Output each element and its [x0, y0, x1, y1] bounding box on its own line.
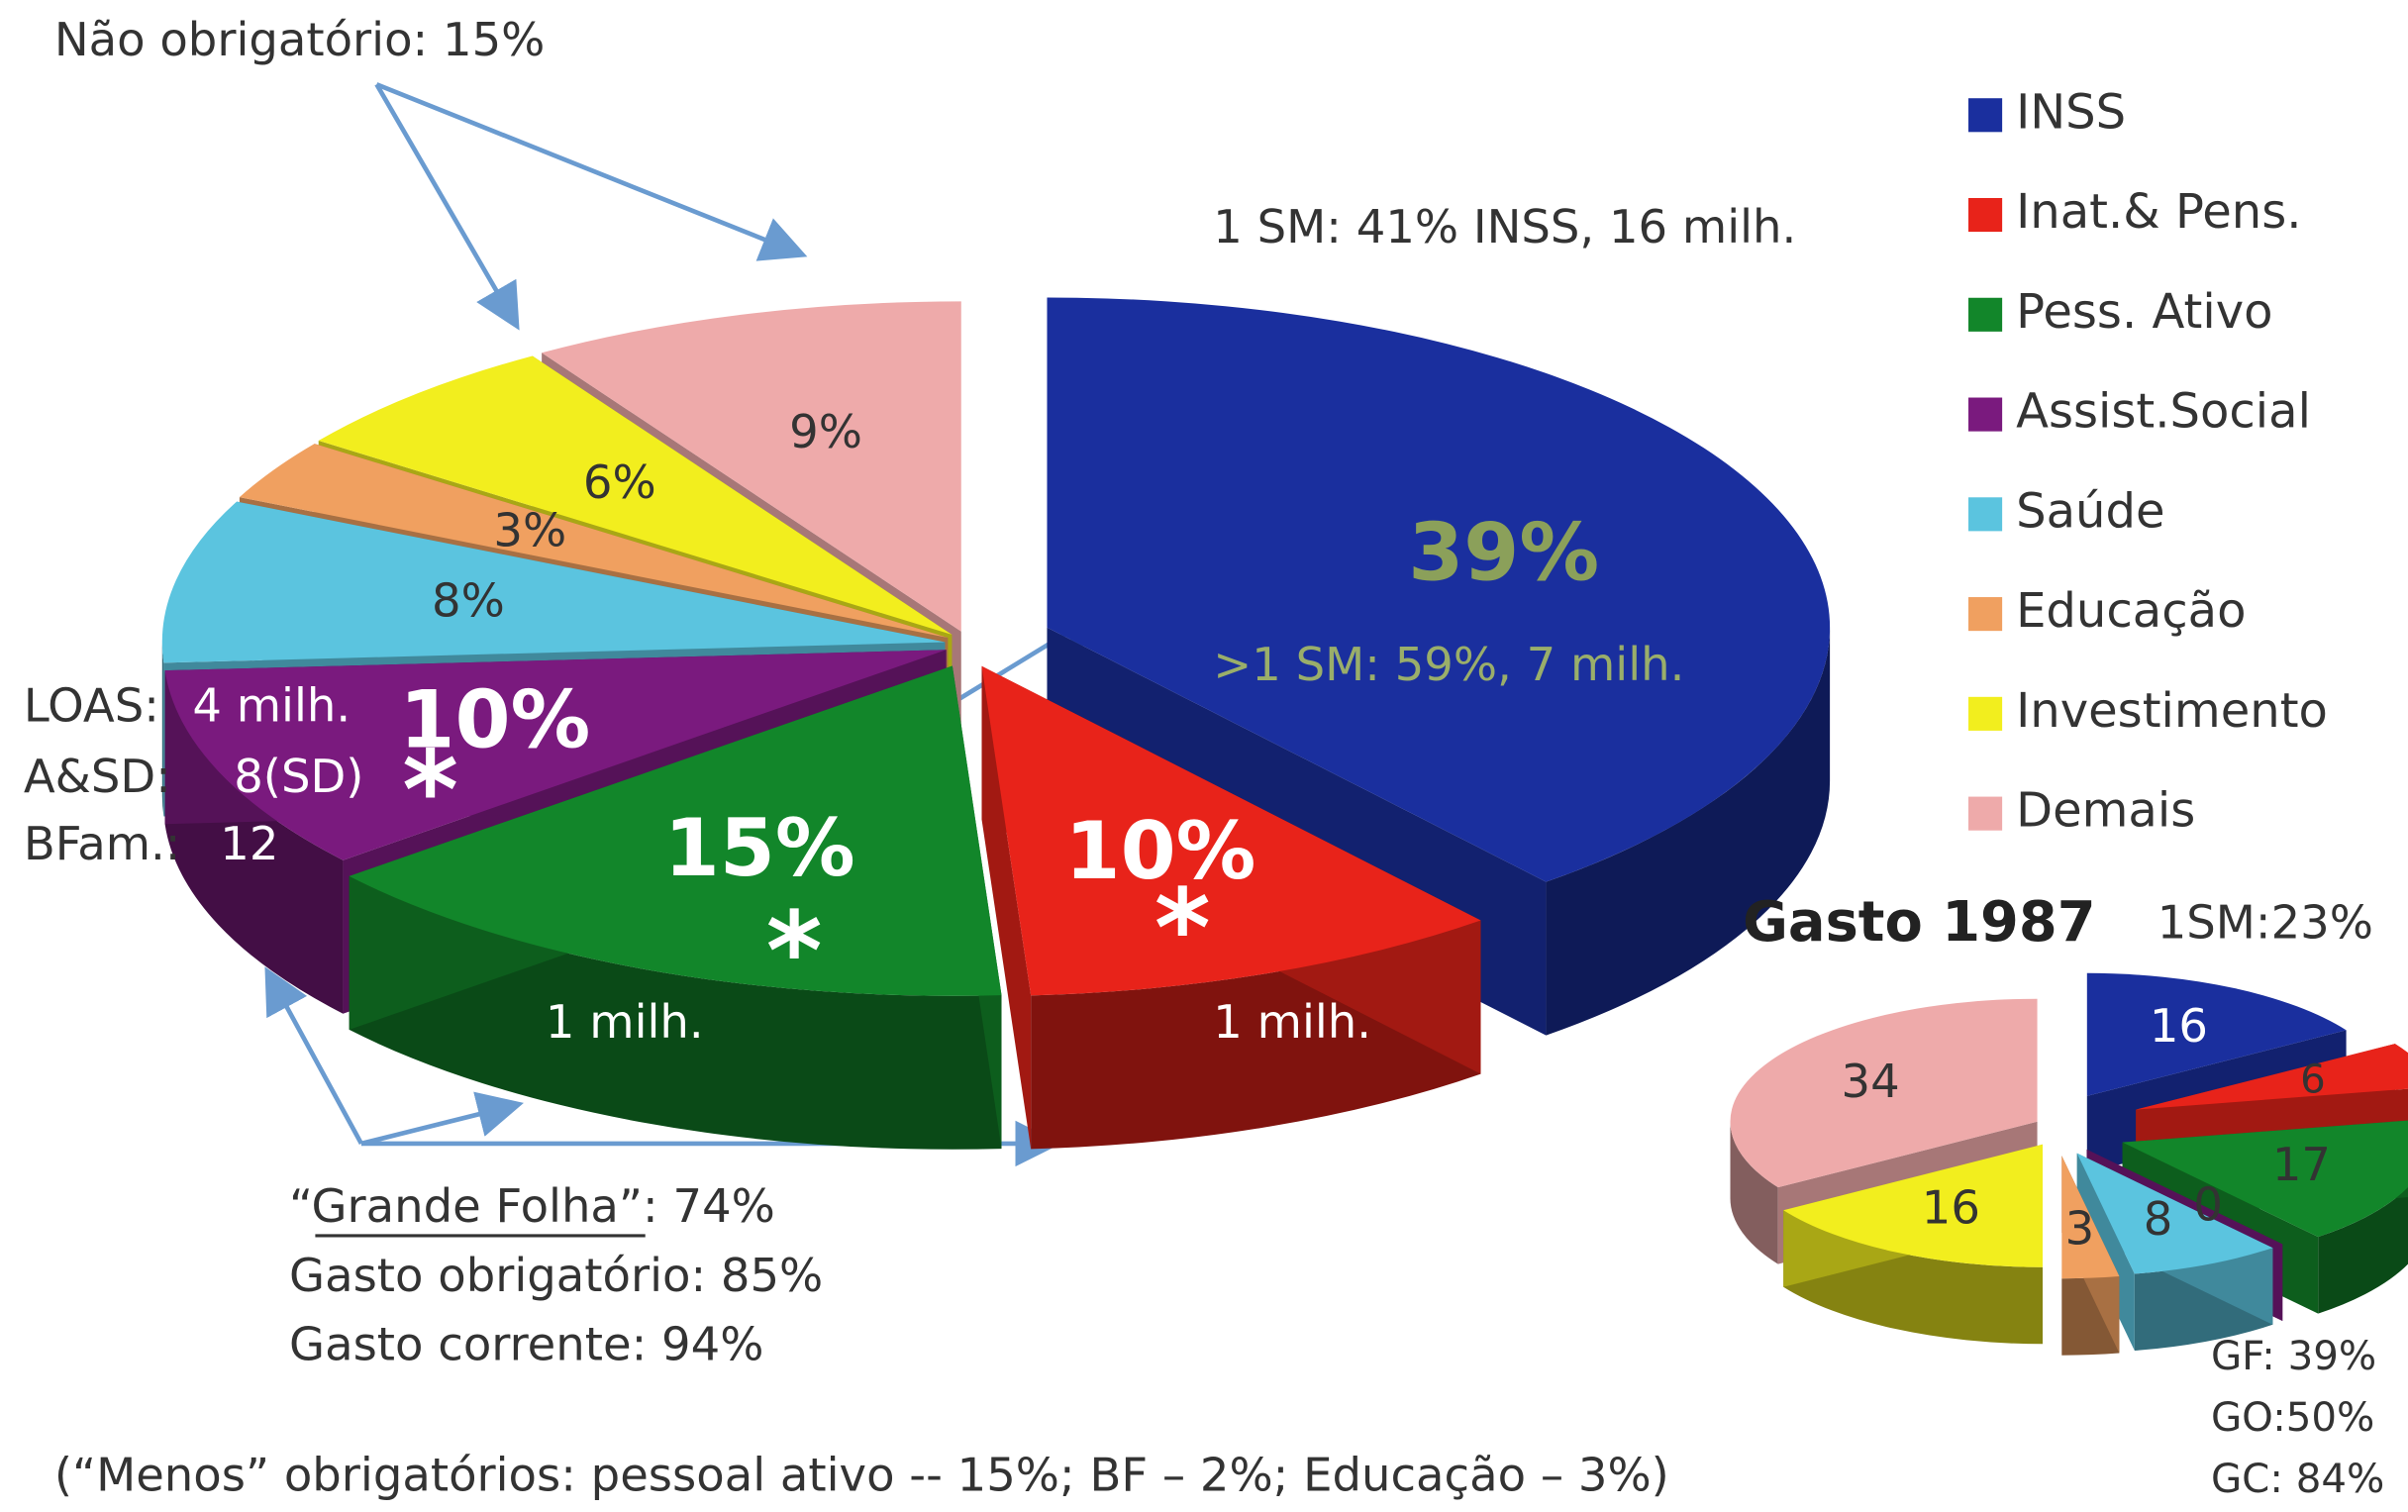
annotation: 1 SM: 41% INSS, 16 milh. — [1213, 200, 1796, 253]
slice — [981, 665, 1481, 1150]
annotation: BFam.: — [24, 817, 181, 870]
data-label: 3 — [2065, 1201, 2095, 1255]
annotation: “Grande Folha”: 74% — [289, 1179, 775, 1233]
annotation: Gasto obrigatório: 85% — [289, 1249, 823, 1302]
annotations: Não obrigatório: 15% 1 SM: 41% INSS, 16 … — [24, 13, 2384, 1502]
legend-label: Saúde — [2016, 483, 2164, 539]
data-label: 6 — [2300, 1056, 2326, 1102]
legend-swatch — [1968, 696, 2003, 731]
data-label: 17 — [2272, 1138, 2331, 1191]
annotation: GF: 39% — [2211, 1333, 2376, 1379]
data-label: 34 — [1842, 1055, 1900, 1108]
annotation: 1SM:23% — [2157, 895, 2373, 949]
chart-title: Gasto 1987 — [1743, 890, 2095, 955]
pies: 39% 10% 15% 10% 8% 3% 6% 9% 16 6 17 083 16 34 — [161, 297, 2408, 1356]
annotation: * — [402, 728, 458, 854]
slice-side — [161, 642, 164, 817]
data-label: 39% — [1408, 507, 1599, 600]
legend-swatch — [1968, 497, 2003, 532]
annotation: 8(SD) — [234, 750, 363, 803]
legend-swatch — [1968, 796, 2003, 831]
slice — [2061, 1156, 2120, 1279]
annotation: Gasto corrente: 94% — [289, 1318, 763, 1371]
annotation: GC: 84% — [2211, 1456, 2384, 1502]
slice — [2086, 972, 2347, 1096]
annotation: 12 — [220, 817, 278, 870]
annotation: 1 milh. — [546, 995, 704, 1049]
legend-label: Investimento — [2016, 683, 2328, 739]
annotation: GO:50% — [2211, 1394, 2374, 1441]
annotation: Não obrigatório: 15% — [54, 13, 546, 66]
slice — [164, 650, 947, 860]
data-label: 15% — [664, 802, 855, 895]
legend-swatch — [1968, 98, 2003, 133]
slice — [981, 665, 1481, 996]
slice — [2061, 1156, 2120, 1356]
data-label: 8 — [2144, 1192, 2173, 1246]
legend-swatch — [1968, 597, 2003, 632]
data-label: 3% — [493, 503, 566, 556]
annotation: * — [766, 889, 823, 1015]
slice — [239, 444, 949, 639]
slice-side — [2318, 1187, 2408, 1314]
slice — [349, 665, 1002, 996]
annotation: A&SD: — [24, 750, 171, 803]
slice — [318, 355, 953, 635]
legend: INSS Inat.& Pens. Pess. Ativo Assist.Social… — [1968, 84, 2328, 839]
slice-side — [1730, 1121, 1778, 1264]
annotation: (“Menos” obrigatórios: pessoal ativo -- … — [54, 1448, 1669, 1501]
slice — [161, 501, 946, 663]
slice — [1783, 1144, 2044, 1267]
legend-label: Demais — [2016, 783, 2195, 839]
slice-side — [164, 670, 344, 1014]
legend-swatch — [1968, 297, 2003, 332]
annotation: >1 SM: 59%, 7 milh. — [1213, 638, 1684, 691]
legend-swatch — [1968, 397, 2003, 432]
data-label: 0 — [2193, 1178, 2223, 1232]
data-label: 9% — [789, 405, 862, 458]
data-label: 16 — [1922, 1181, 1980, 1235]
legend-label: Educação — [2016, 583, 2246, 639]
annotation: 4 milh. — [192, 679, 351, 733]
slice — [349, 665, 1002, 1150]
data-label: 10% — [399, 673, 590, 766]
legend-label: Assist.Social — [2016, 384, 2311, 440]
slice — [2136, 1044, 2408, 1110]
data-label: 16 — [2150, 999, 2208, 1053]
slice-wall — [981, 665, 1032, 1150]
data-label: 6% — [583, 455, 656, 509]
slice — [2076, 1153, 2273, 1274]
slice — [1730, 998, 2038, 1188]
legend-swatch — [1968, 197, 2003, 233]
slice — [2122, 1120, 2408, 1238]
data-label: 10% — [1065, 805, 1256, 898]
legend-label: Pess. Ativo — [2016, 284, 2272, 340]
annotation: 1 milh. — [1213, 995, 1371, 1049]
slice — [542, 301, 961, 632]
slice — [1783, 1144, 2044, 1345]
legend-label: INSS — [2016, 84, 2126, 140]
slice — [2076, 1153, 2273, 1352]
slice-side — [1546, 627, 1831, 1036]
legend-label: Inat.& Pens. — [2016, 184, 2302, 240]
annotation: LOAS: — [24, 679, 159, 733]
slice — [1047, 297, 1831, 882]
annotation: * — [1154, 865, 1211, 991]
data-label: 8% — [432, 573, 505, 627]
